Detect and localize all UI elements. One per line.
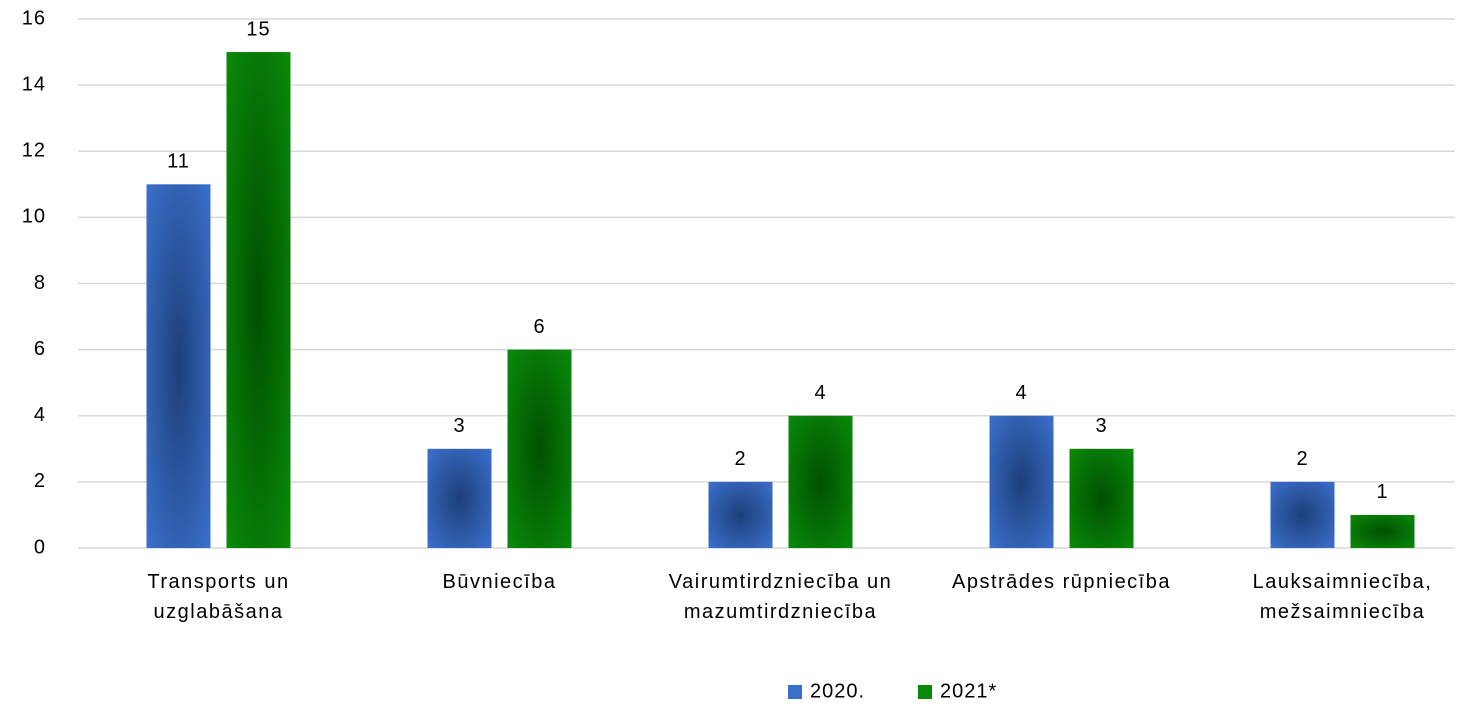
y-tick-label: 12 bbox=[22, 140, 46, 162]
x-tick-label: Apstrādes rūpniecība bbox=[951, 571, 1171, 593]
x-tick-label: Vairumtirdzniecība un mazumtirdzniecība bbox=[668, 571, 893, 623]
data-label: 2 bbox=[1296, 448, 1308, 470]
bar bbox=[989, 415, 1054, 548]
data-label: 4 bbox=[814, 382, 826, 404]
bar bbox=[427, 448, 492, 548]
x-tick-label: Transports un uzglabāšana bbox=[147, 571, 290, 623]
y-tick-label: 0 bbox=[34, 536, 46, 558]
y-tick-label: 8 bbox=[34, 272, 46, 294]
bar bbox=[1069, 448, 1134, 548]
legend-label: 2020. bbox=[810, 680, 865, 702]
data-label: 4 bbox=[1015, 382, 1027, 404]
bar bbox=[226, 52, 291, 548]
y-tick-label: 2 bbox=[34, 470, 46, 492]
data-label: 2 bbox=[734, 448, 746, 470]
data-label: 11 bbox=[167, 151, 190, 173]
data-label: 3 bbox=[1095, 415, 1107, 437]
bar bbox=[507, 349, 572, 548]
data-label: 6 bbox=[533, 316, 545, 338]
data-label: 15 bbox=[246, 18, 270, 40]
x-tick-label: Lauksaimniecība, mežsaimniecība bbox=[1252, 571, 1433, 623]
legend-label: 2021* bbox=[940, 680, 997, 702]
y-tick-label: 6 bbox=[34, 338, 46, 360]
bar bbox=[788, 415, 853, 548]
legend-swatch bbox=[918, 685, 932, 699]
x-tick-label: Būvniecība bbox=[442, 571, 557, 593]
y-tick-label: 16 bbox=[22, 7, 46, 29]
bar bbox=[146, 184, 211, 548]
bar bbox=[1350, 514, 1415, 548]
bar bbox=[1270, 481, 1335, 548]
y-tick-label: 14 bbox=[22, 73, 46, 95]
y-tick-label: 4 bbox=[34, 404, 46, 426]
legend-swatch bbox=[788, 685, 802, 699]
bar bbox=[708, 481, 773, 548]
y-tick-label: 10 bbox=[22, 206, 46, 228]
data-label: 3 bbox=[453, 415, 465, 437]
data-label: 1 bbox=[1376, 481, 1388, 503]
